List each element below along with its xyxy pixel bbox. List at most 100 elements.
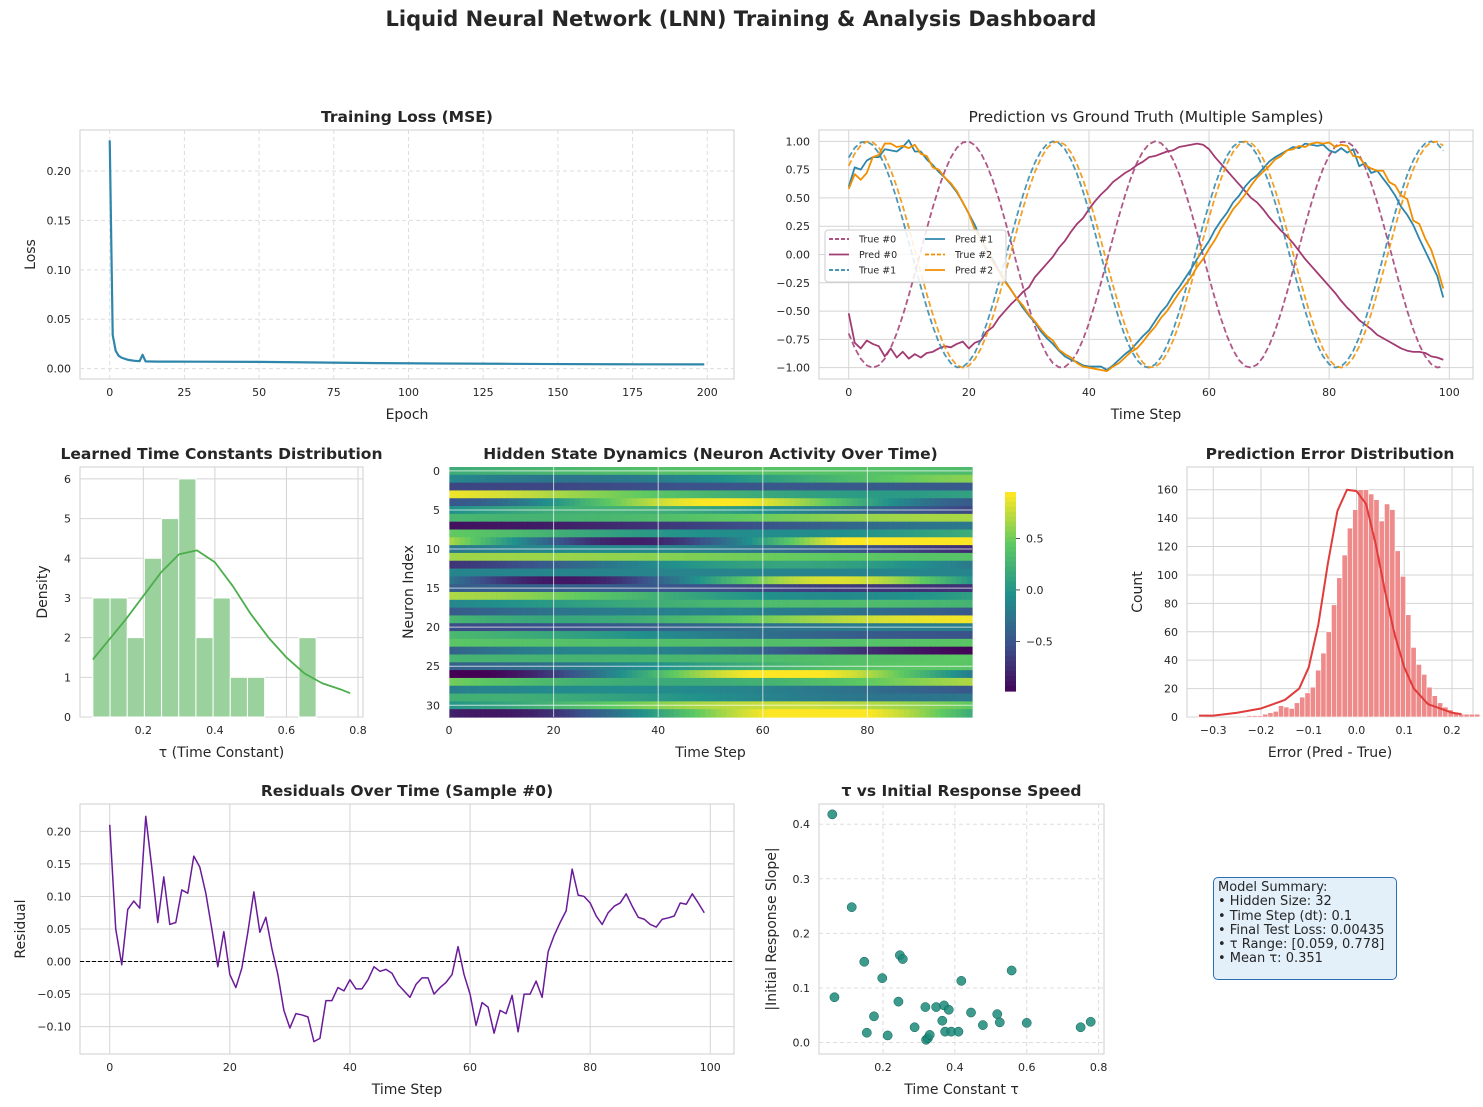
- heatmap-cell: [532, 568, 539, 577]
- y-tick-label: −0.25: [776, 277, 810, 290]
- heatmap-cell: [564, 693, 570, 702]
- heatmap-cell: [705, 592, 712, 601]
- heatmap-cell: [867, 631, 874, 640]
- heatmap-cell: [930, 646, 936, 656]
- heatmap-cell: [537, 498, 544, 507]
- heatmap-cell: [527, 685, 534, 695]
- panel-title: Prediction vs Ground Truth (Multiple Sam…: [968, 108, 1323, 126]
- y-tick-label: 0.4: [793, 818, 811, 831]
- heatmap-cell: [836, 693, 842, 702]
- heatmap-cell: [788, 521, 795, 531]
- heatmap-cell: [893, 677, 900, 687]
- heatmap-cell: [851, 709, 858, 718]
- heatmap-cell: [642, 646, 649, 656]
- heatmap-cell: [778, 552, 785, 562]
- heatmap-cell: [904, 490, 910, 499]
- heatmap-cell: [872, 615, 879, 624]
- heatmap-cell: [584, 685, 591, 695]
- heatmap-cell: [804, 482, 811, 492]
- heatmap-cell: [522, 498, 529, 507]
- heatmap-cell: [825, 552, 832, 562]
- heatmap-cell: [506, 631, 513, 640]
- heatmap-cell: [956, 615, 963, 624]
- heatmap-cell: [679, 638, 685, 648]
- heatmap-cell: [537, 638, 544, 648]
- heatmap-cell: [475, 521, 481, 531]
- heatmap-cell: [543, 685, 549, 695]
- heatmap-cell: [720, 607, 727, 617]
- heatmap-cell: [856, 646, 863, 656]
- panel-title: Prediction Error Distribution: [1206, 445, 1455, 463]
- colorbar-segment: [1005, 571, 1016, 578]
- heatmap-cell: [637, 498, 644, 507]
- heatmap-cell: [511, 670, 518, 679]
- heatmap-cell: [705, 513, 712, 523]
- kde-curve: [1198, 488, 1462, 717]
- heatmap-cell: [668, 568, 675, 577]
- heatmap-cell: [788, 709, 795, 718]
- heatmap-cell: [673, 498, 680, 507]
- heatmap-cell: [673, 552, 680, 562]
- x-tick-label: 200: [697, 386, 718, 399]
- heatmap-cell: [558, 529, 565, 538]
- heatmap-cell: [689, 490, 696, 499]
- heatmap-cell: [715, 513, 722, 523]
- heatmap-cell: [548, 615, 555, 624]
- heatmap-cell: [846, 576, 853, 585]
- heatmap-cell: [621, 521, 628, 531]
- colorbar-segment: [1005, 576, 1016, 583]
- heatmap-cell: [804, 670, 811, 679]
- heatmap-cell: [637, 685, 644, 695]
- heatmap-cell: [951, 599, 957, 609]
- colorbar-tick-label: 0.5: [1026, 532, 1044, 545]
- heatmap-cell: [506, 521, 513, 531]
- heatmap-cell: [616, 537, 623, 546]
- heatmap-cell: [522, 638, 529, 648]
- heatmap-cell: [449, 646, 455, 656]
- heatmap-cell: [956, 599, 963, 609]
- heatmap-cell: [966, 677, 973, 687]
- heatmap-cell: [720, 654, 727, 663]
- heatmap-cell: [856, 607, 863, 617]
- heatmap-cell: [626, 521, 633, 531]
- heatmap-cell: [846, 607, 853, 617]
- heatmap-cell: [877, 709, 884, 718]
- heatmap-cell: [475, 482, 481, 492]
- heatmap-cell: [532, 552, 539, 562]
- heatmap-cell: [720, 560, 727, 570]
- heatmap-cell: [841, 552, 848, 562]
- heatmap-cell: [621, 498, 628, 507]
- heatmap-cell: [475, 693, 481, 702]
- heatmap-cell: [480, 490, 487, 499]
- heatmap-cell: [940, 521, 947, 531]
- heatmap-cell: [647, 693, 654, 702]
- heatmap-cell: [548, 592, 555, 601]
- heatmap-cell: [762, 693, 769, 702]
- heatmap-cell: [888, 498, 895, 507]
- heatmap-cell: [595, 646, 602, 656]
- heatmap-cell: [632, 482, 638, 492]
- heatmap-cell: [454, 474, 461, 484]
- heatmap-cell: [904, 560, 910, 570]
- heatmap-cell: [668, 498, 675, 507]
- heatmap-cell: [898, 560, 905, 570]
- y-tick-label: 0.1: [793, 982, 811, 995]
- heatmap-cell: [663, 670, 670, 679]
- panel-title: τ vs Initial Response Speed: [842, 782, 1082, 800]
- heatmap-cell: [872, 537, 879, 546]
- heatmap-cell: [469, 537, 476, 546]
- heatmap-cell: [475, 552, 481, 562]
- heatmap-cell: [904, 693, 910, 702]
- heatmap-cell: [762, 709, 769, 718]
- heatmap-cell: [904, 513, 910, 523]
- heatmap-cell: [475, 615, 481, 624]
- heatmap-cell: [595, 670, 602, 679]
- heatmap-cell: [961, 521, 968, 531]
- heatmap-cell: [794, 560, 801, 570]
- heatmap-cell: [877, 529, 884, 538]
- heatmap-cell: [600, 709, 607, 718]
- heatmap-cell: [851, 607, 858, 617]
- heatmap-cell: [951, 490, 957, 499]
- heatmap-cell: [522, 490, 529, 499]
- heatmap-cell: [956, 576, 963, 585]
